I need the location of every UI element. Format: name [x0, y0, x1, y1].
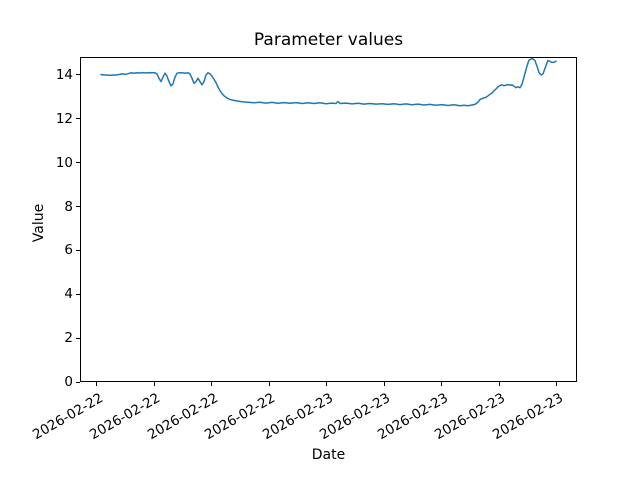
y-tick-label: 4: [64, 286, 73, 303]
axes-frame: [80, 57, 577, 382]
x-tick: [556, 382, 558, 386]
x-tick: [498, 382, 500, 386]
y-tick-label: 10: [55, 154, 73, 171]
x-tick: [153, 382, 155, 386]
x-tick: [211, 382, 212, 386]
y-tick: [76, 74, 80, 76]
y-tick-label: 6: [64, 242, 73, 259]
chart-title: Parameter values: [253, 30, 404, 50]
y-tick-label: 12: [55, 110, 73, 127]
y-tick: [76, 206, 80, 208]
x-tick: [96, 382, 97, 386]
x-tick: [383, 382, 385, 386]
line-series-parameter-values: [100, 58, 557, 107]
y-tick: [76, 249, 80, 251]
y-tick: [76, 293, 80, 295]
x-tick: [326, 382, 327, 386]
x-axis-label: Date: [311, 447, 346, 463]
y-tick-label: 14: [55, 66, 73, 83]
x-tick: [268, 382, 270, 386]
y-tick: [76, 162, 80, 164]
y-tick: [76, 118, 80, 120]
y-tick: [76, 381, 80, 383]
x-tick: [441, 382, 443, 386]
plot-area: [80, 57, 577, 382]
y-tick-label: 8: [64, 198, 73, 215]
y-tick: [76, 337, 80, 339]
y-tick-label: 0: [64, 374, 73, 390]
y-tick-label: 2: [64, 330, 73, 347]
